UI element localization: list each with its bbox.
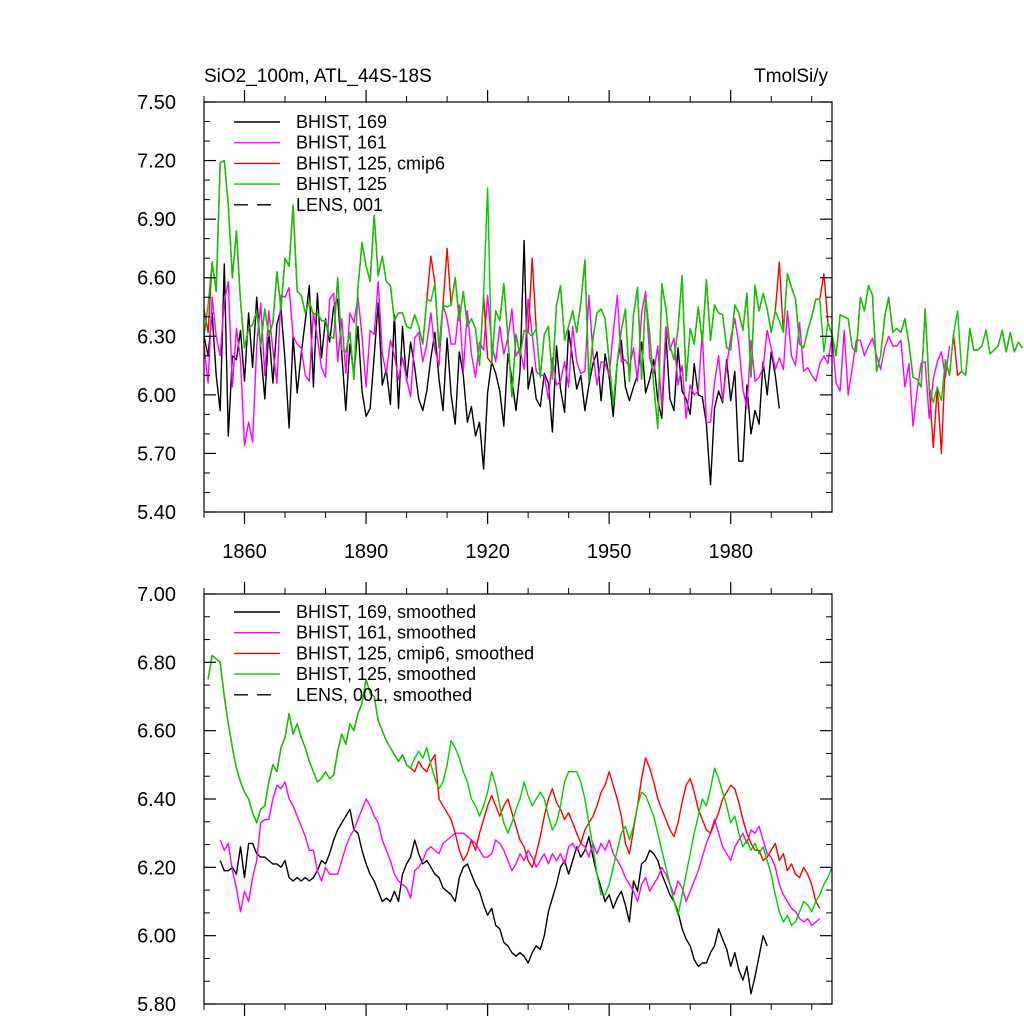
legend-label: LENS, 001 <box>296 195 383 215</box>
series-line-4 <box>203 159 1023 429</box>
chart-title: SiO2_100m, ATL_44S-18S <box>204 66 432 87</box>
bottom-panel: 5.80 6.00 6.20 6.40 6.60 6.80 7.00 BHIST, 169,… <box>137 582 833 1016</box>
legend-label: BHIST, 161, smoothed <box>296 623 476 643</box>
y-tick-label: 6.90 <box>137 209 176 231</box>
x-tick-label: 1860 <box>222 541 267 563</box>
y-tick-label: 6.80 <box>137 652 176 674</box>
y-tick-label: 6.00 <box>137 385 176 407</box>
y-tick-label: 6.40 <box>137 789 176 811</box>
y-tick-label: 5.70 <box>137 443 176 465</box>
y-tick-label: 7.00 <box>137 584 176 606</box>
y-tick-label: 6.60 <box>137 268 176 290</box>
y-tick-label: 5.80 <box>137 994 176 1016</box>
series-line-1 <box>219 808 768 995</box>
y-tick-label: 6.60 <box>137 721 176 743</box>
axis-layer-bottom: 5.80 6.00 6.20 6.40 6.60 6.80 7.00 <box>137 582 833 1016</box>
plot-frame <box>203 101 833 513</box>
series-line-4 <box>207 654 833 927</box>
legend-label: BHIST, 125, cmip6, smoothed <box>296 643 534 663</box>
legend-label: BHIST, 125, cmip6 <box>296 153 445 173</box>
legend-label: BHIST, 169 <box>296 112 387 132</box>
y-tick-label: 6.30 <box>137 326 176 348</box>
x-tick-label: 1950 <box>587 541 632 563</box>
legend-label: BHIST, 125, smoothed <box>296 664 476 684</box>
y-tick-label: 7.50 <box>137 92 176 114</box>
y-tick-label: 5.40 <box>137 502 176 524</box>
y-tick-label: 7.20 <box>137 151 176 173</box>
x-tick-label: 1920 <box>465 541 510 563</box>
legend-label: BHIST, 125 <box>296 174 387 194</box>
series-line-2 <box>219 781 821 927</box>
x-tick-label: 1980 <box>708 541 753 563</box>
legend-label: LENS, 001, smoothed <box>296 685 472 705</box>
y-tick-label: 6.00 <box>137 926 176 948</box>
legend-label: BHIST, 161 <box>296 133 387 153</box>
axis-layer-top: 1860 1890 1920 1950 1980 5.40 5.70 6.00 6.30 6.60… <box>137 90 833 563</box>
series-layer-top <box>203 159 1023 486</box>
series-layer-bottom <box>207 654 833 995</box>
legend-label: BHIST, 169, smoothed <box>296 602 476 622</box>
top-panel: SiO2_100m, ATL_44S-18S TmolSi/y 1860 1890… <box>137 66 1023 563</box>
y-tick-label: 6.20 <box>137 857 176 879</box>
units-label: TmolSi/y <box>754 66 828 87</box>
x-tick-label: 1890 <box>344 541 389 563</box>
series-line-2 <box>203 280 951 447</box>
